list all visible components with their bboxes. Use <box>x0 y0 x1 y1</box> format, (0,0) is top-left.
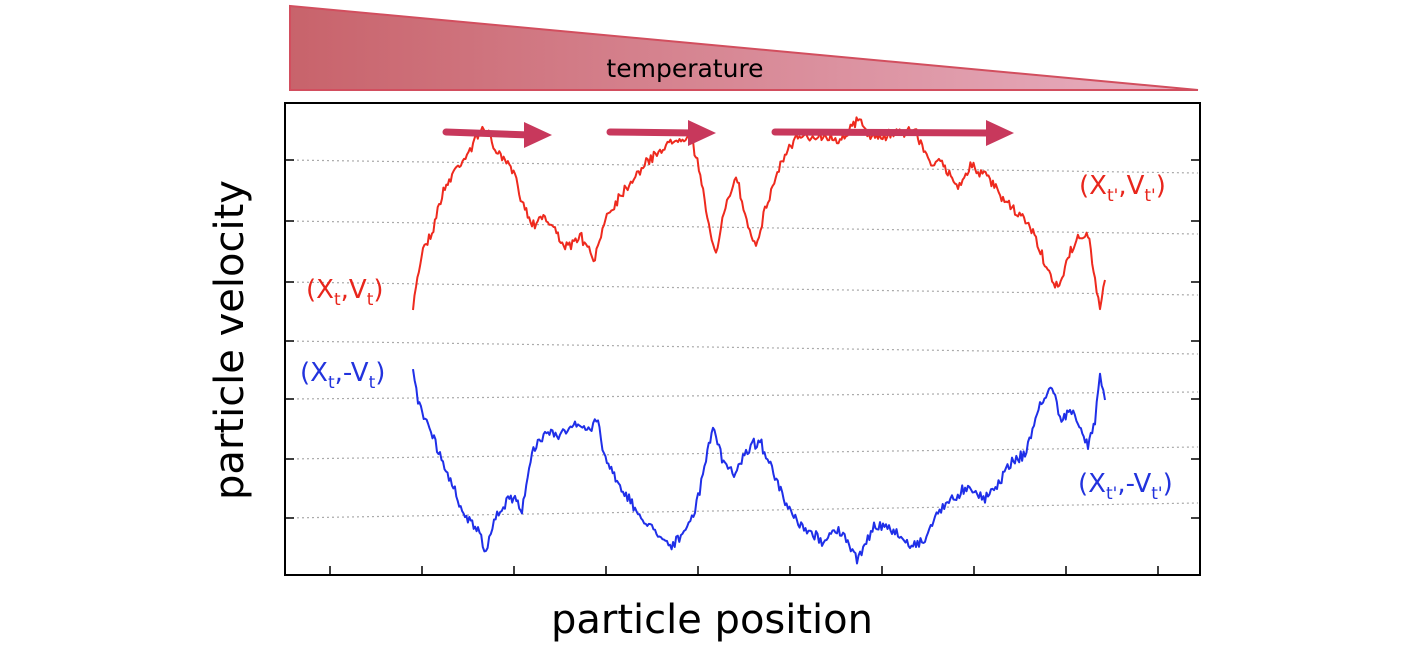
reversed-velocity-trace <box>412 368 1106 565</box>
dotted-gridlines <box>286 159 1199 519</box>
temperature-wedge: temperature <box>289 4 1199 91</box>
temperature-label: temperature <box>606 54 763 83</box>
direction-arrow-head <box>986 120 1014 146</box>
gridline <box>286 159 1199 174</box>
gridline <box>286 446 1199 460</box>
gridline <box>286 502 1199 519</box>
direction-arrow-shaft <box>771 128 996 137</box>
forward-velocity-trace <box>412 116 1106 311</box>
y-axis-label: particle velocity <box>207 180 253 500</box>
x-axis-label: particle position <box>551 597 873 643</box>
label-start-reversed: (Xt,-Vt) <box>300 358 385 393</box>
plot-frame <box>284 102 1201 576</box>
direction-arrows <box>442 120 1014 148</box>
gridline <box>286 391 1199 400</box>
label-end-forward: (Xt',Vt') <box>1079 171 1166 206</box>
direction-arrow <box>771 120 1014 146</box>
label-end-reversed: (Xt',-Vt') <box>1078 469 1173 504</box>
direction-arrow-head <box>688 120 716 146</box>
direction-arrow-shaft <box>606 128 698 137</box>
axis-ticks <box>285 159 1200 575</box>
temperature-gradient-triangle <box>289 4 1199 91</box>
direction-arrow-shaft <box>442 128 534 139</box>
gridline <box>286 281 1199 296</box>
direction-arrow <box>606 120 716 146</box>
direction-arrow-head <box>524 122 552 148</box>
label-start-forward: (Xt,Vt) <box>306 275 384 310</box>
direction-arrow <box>442 122 552 148</box>
gridline <box>286 340 1199 355</box>
gridline <box>286 220 1199 235</box>
